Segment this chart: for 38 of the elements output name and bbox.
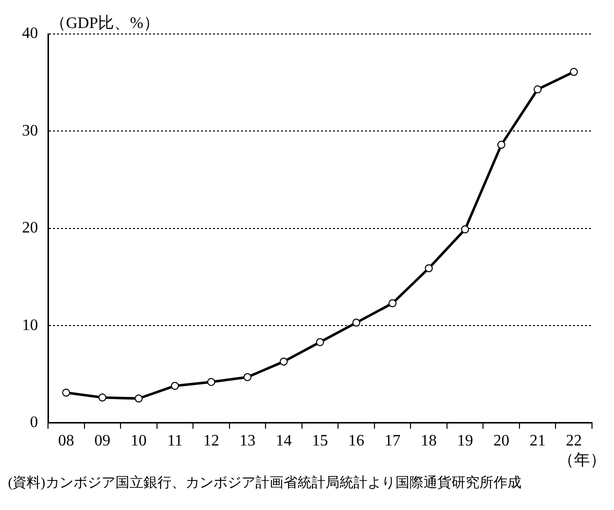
x-tick-label: 08 xyxy=(58,432,74,450)
x-tick-label: 11 xyxy=(167,432,183,450)
x-tick-label: 15 xyxy=(312,432,328,450)
x-tick-label: 13 xyxy=(239,432,256,450)
y-tick-label: 30 xyxy=(22,122,38,140)
x-tick-label: 12 xyxy=(203,432,220,450)
point xyxy=(316,338,324,346)
x-tick-label: 18 xyxy=(420,432,437,450)
x-tick-label: 14 xyxy=(276,432,292,450)
x-tick-label: 22 xyxy=(566,432,582,450)
point xyxy=(497,140,506,149)
y-tick-label: 20 xyxy=(22,220,38,237)
y-tick-label: 40 xyxy=(22,25,38,42)
point xyxy=(62,388,70,397)
x-tick-label: 17 xyxy=(384,432,401,450)
point xyxy=(461,225,470,234)
point xyxy=(98,394,106,402)
point xyxy=(207,378,216,386)
x-tick-label: 09 xyxy=(94,432,110,450)
y-tick-label: 0 xyxy=(30,414,38,432)
text: (資料)カンボジア国立銀行、カンボジア計画省統計局統計より国際通貨研究所作成 xyxy=(8,474,522,492)
y-tick-label: 10 xyxy=(22,316,38,334)
point xyxy=(570,68,578,76)
point xyxy=(534,85,542,94)
x-tick-label: 20 xyxy=(493,432,510,450)
point xyxy=(280,358,288,366)
y-axis-title: （GDP比、%） xyxy=(50,14,160,32)
point xyxy=(352,318,360,327)
x-tick-label: 10 xyxy=(130,432,147,450)
x-axis-title: （年） xyxy=(558,452,606,470)
point xyxy=(424,264,433,272)
point xyxy=(388,299,397,308)
x-tick-label: 19 xyxy=(457,432,474,450)
point xyxy=(134,394,143,402)
point xyxy=(243,373,252,382)
point xyxy=(170,382,179,390)
x-tick-label: 16 xyxy=(348,432,364,450)
x-tick-label: 21 xyxy=(530,432,546,450)
